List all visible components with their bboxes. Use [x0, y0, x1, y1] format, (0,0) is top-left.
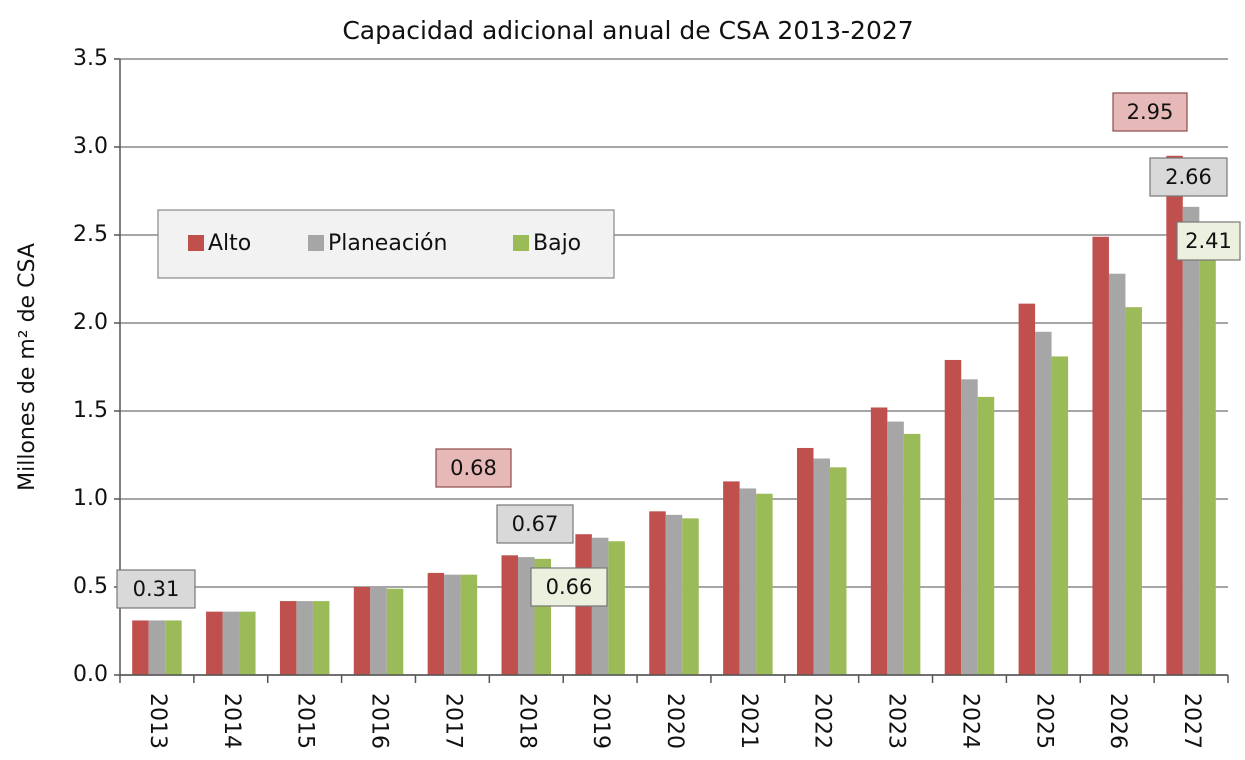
bar [1018, 303, 1036, 675]
bar [608, 541, 625, 675]
y-tick-label: 2.0 [73, 310, 108, 335]
y-tick-label: 3.5 [73, 46, 108, 71]
bar [1092, 236, 1109, 675]
bar [460, 574, 478, 675]
value-label-box [1176, 221, 1241, 261]
bar [148, 620, 166, 675]
value-label-box [1112, 92, 1188, 132]
bar [1166, 155, 1183, 676]
bar [501, 555, 519, 675]
bar [739, 488, 757, 675]
y-tick-label: 3.0 [73, 134, 108, 159]
value-label: 0.67 [512, 512, 559, 536]
bar [649, 511, 666, 675]
bar [682, 518, 699, 675]
bar [222, 611, 240, 675]
x-tick-label: 2021 [736, 693, 761, 749]
bar [370, 587, 387, 675]
bar [870, 407, 888, 675]
value-label-box [435, 448, 512, 488]
bar [756, 493, 773, 675]
bar [1035, 331, 1052, 675]
y-tick-label: 0.5 [73, 574, 108, 599]
y-tick-label: 0.0 [73, 662, 108, 687]
x-tick-label: 2024 [957, 693, 982, 749]
x-tick-label: 2025 [1031, 693, 1056, 749]
legend-label: Alto [208, 231, 251, 256]
bar [427, 572, 445, 675]
bar [887, 421, 904, 675]
value-label-box [1149, 157, 1228, 197]
y-tick-label: 1.0 [73, 486, 108, 511]
bar [944, 359, 962, 675]
bar [1108, 273, 1126, 675]
x-tick-label: 2020 [662, 693, 687, 749]
legend-label: Planeación [328, 231, 447, 256]
bar [444, 574, 461, 675]
x-tick-label: 2018 [514, 693, 539, 749]
value-label: 2.95 [1127, 100, 1174, 124]
chart-title: Capacidad adicional anual de CSA 2013-20… [342, 16, 913, 45]
value-label: 2.66 [1165, 165, 1212, 189]
y-axis-label: Millones de m² de CSA [15, 243, 40, 491]
x-tick-label: 2017 [440, 693, 465, 749]
bar [796, 447, 814, 675]
x-tick-label: 2014 [219, 693, 244, 749]
value-label: 2.41 [1185, 229, 1232, 253]
y-tick-label: 2.5 [73, 222, 108, 247]
legend-swatch [308, 235, 324, 251]
bar [829, 467, 847, 675]
legend-swatch [513, 235, 529, 251]
bar [165, 620, 182, 675]
bar [665, 514, 683, 675]
bar [279, 601, 297, 675]
bar [723, 481, 740, 675]
legend-label: Bajo [533, 231, 581, 256]
x-tick-label: 2013 [145, 693, 170, 749]
bar [813, 458, 830, 675]
legend-box [157, 209, 615, 279]
x-tick-label: 2027 [1179, 693, 1204, 749]
x-tick-label: 2022 [810, 693, 835, 749]
bar [1182, 206, 1200, 675]
bar [312, 601, 330, 675]
value-label: 0.68 [450, 456, 497, 480]
bar [977, 396, 995, 675]
bar [239, 611, 256, 675]
bar [296, 601, 313, 675]
value-label-box [496, 504, 574, 544]
bar [961, 379, 978, 675]
value-label-box [116, 569, 196, 609]
bar [518, 557, 535, 675]
x-tick-label: 2023 [884, 693, 909, 749]
y-tick-label: 1.5 [73, 398, 108, 423]
legend-swatch [188, 235, 204, 251]
bar [1199, 250, 1216, 675]
bar [386, 588, 404, 675]
bar [1125, 307, 1142, 675]
x-tick-label: 2026 [1105, 693, 1130, 749]
bar [903, 433, 921, 675]
bar [206, 611, 223, 675]
x-tick-label: 2019 [588, 693, 613, 749]
x-tick-label: 2016 [367, 693, 392, 749]
value-label: 0.66 [546, 575, 593, 599]
bar [132, 620, 149, 675]
bar [353, 587, 371, 675]
value-label: 0.31 [133, 577, 180, 601]
value-label-box [530, 567, 608, 607]
x-tick-label: 2015 [293, 693, 318, 749]
bar [1051, 356, 1069, 675]
